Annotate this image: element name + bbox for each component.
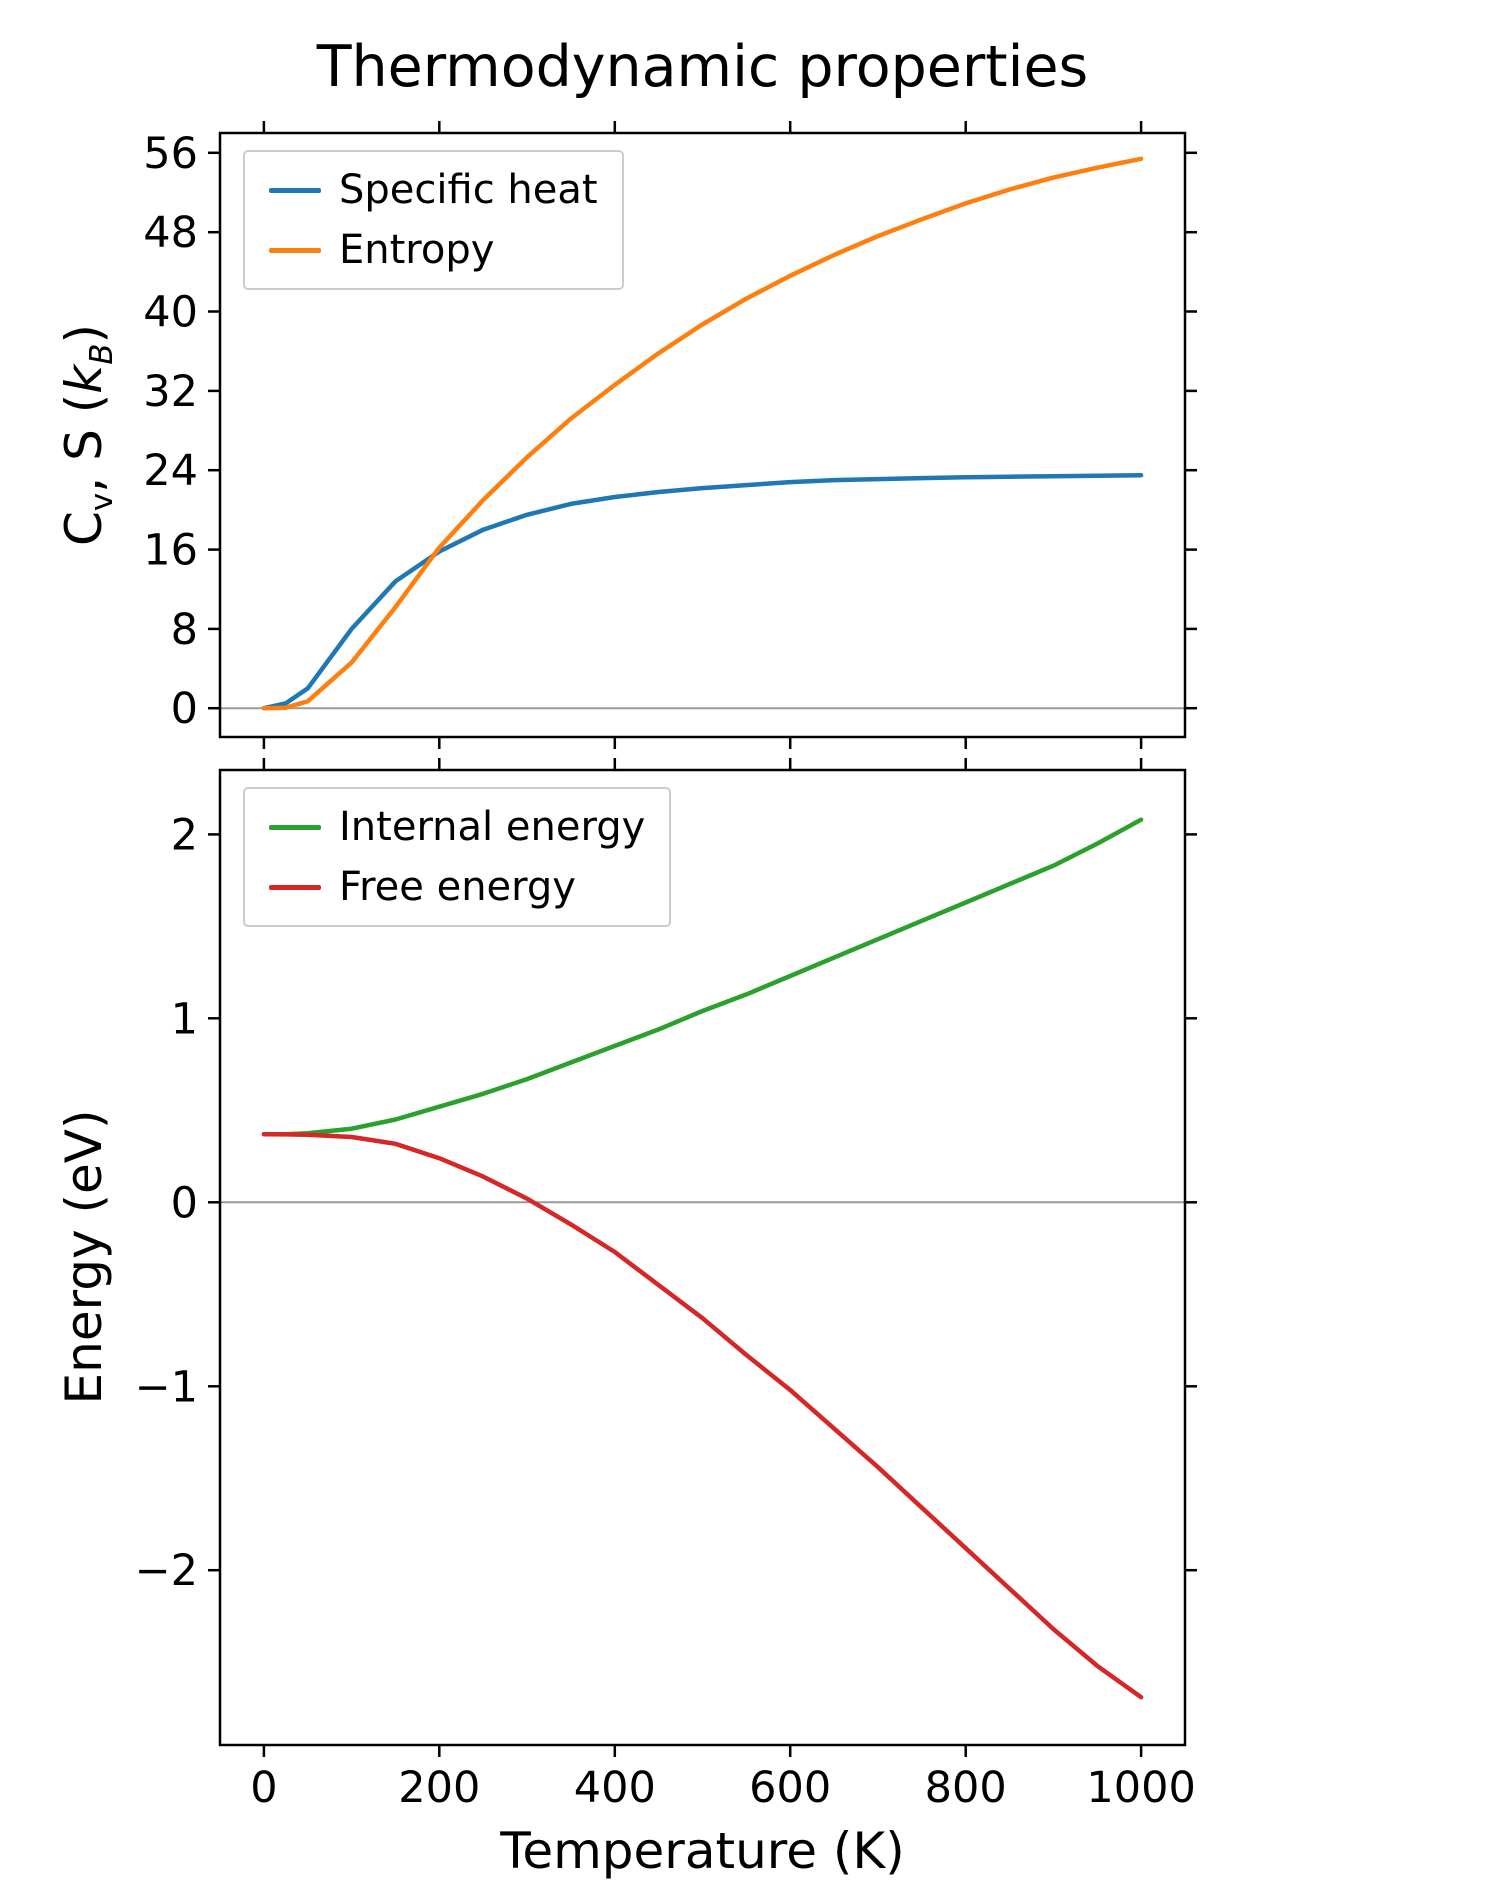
top-spines <box>218 131 1187 739</box>
y-tick-label: 1 <box>171 994 198 1044</box>
x-tick-label: 600 <box>749 1763 831 1813</box>
top-ylabel: Cv, S (kB) <box>55 324 120 546</box>
legend-line-swatch <box>269 247 321 253</box>
x-tick-label: 200 <box>398 1763 480 1813</box>
x-tick-label: 800 <box>925 1763 1007 1813</box>
legend-entry-entropy: Entropy <box>269 228 598 272</box>
y-tick-label: 0 <box>171 684 198 734</box>
legend-line-swatch <box>269 824 321 830</box>
bottom-panel: 0 200 400 600 800 1000 −2 −1 0 1 2 <box>135 758 1197 1813</box>
y-tick-label: −2 <box>135 1546 198 1596</box>
line-free-energy <box>261 1131 1144 1700</box>
y-tick-label: 8 <box>171 605 198 655</box>
legend-line-swatch <box>269 884 321 890</box>
bottom-spines <box>218 768 1187 1747</box>
y-tick-label: 56 <box>143 129 198 179</box>
y-tick-label: 0 <box>171 1178 198 1228</box>
x-tick-label: 1000 <box>1086 1763 1195 1813</box>
legend-line-swatch <box>269 187 321 193</box>
x-axis-label: Temperature (K) <box>500 1822 905 1880</box>
legend-bottom: Internal energy Free energy <box>243 787 672 927</box>
line-specific-heat <box>261 472 1144 711</box>
legend-label: Entropy <box>339 227 495 273</box>
x-tick-label: 0 <box>250 1763 277 1813</box>
legend-top: Specific heat Entropy <box>243 150 624 290</box>
legend-entry-free-energy: Free energy <box>269 865 645 909</box>
legend-entry-specific-heat: Specific heat <box>269 168 598 212</box>
line-entropy <box>261 156 1144 711</box>
y-tick-label: 16 <box>143 526 198 576</box>
bottom-ylabel: Energy (eV) <box>55 1109 113 1405</box>
legend-entry-internal-energy: Internal energy <box>269 805 645 849</box>
legend-label: Free energy <box>339 864 576 910</box>
y-tick-label: 40 <box>143 288 198 338</box>
y-tick-label: 24 <box>143 446 198 496</box>
y-tick-label: 32 <box>143 367 198 417</box>
y-tick-label: −1 <box>135 1362 198 1412</box>
line-internal-energy <box>261 817 1144 1137</box>
legend-label: Internal energy <box>339 804 646 850</box>
x-tick-label: 400 <box>574 1763 656 1813</box>
top-panel: 0 8 16 24 32 40 48 56 <box>143 121 1197 749</box>
legend-label: Specific heat <box>339 167 598 213</box>
y-tick-label: 48 <box>143 208 198 258</box>
y-tick-label: 2 <box>171 810 198 860</box>
figure-title: Thermodynamic properties <box>316 34 1089 100</box>
